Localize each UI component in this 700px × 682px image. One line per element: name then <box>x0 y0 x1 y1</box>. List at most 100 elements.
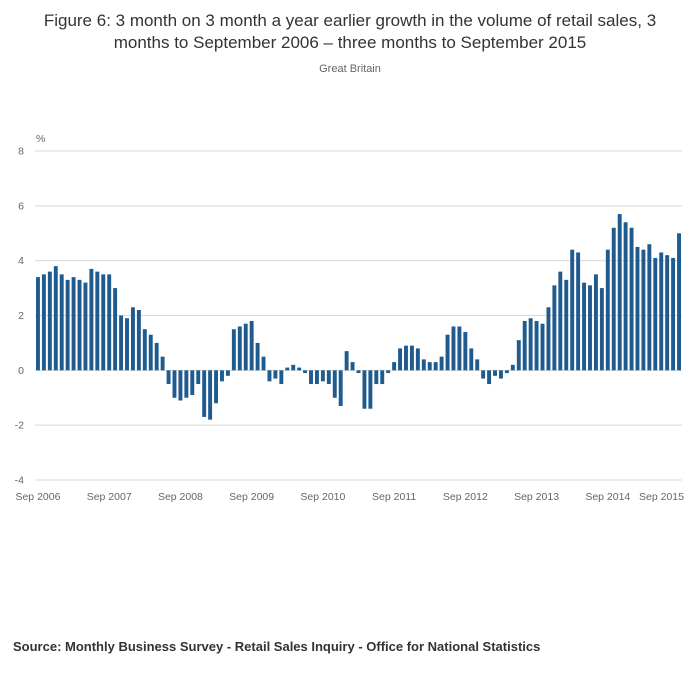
bar <box>130 307 135 371</box>
bar <box>439 356 444 371</box>
bar <box>368 370 373 409</box>
chart-title: Figure 6: 3 month on 3 month a year earl… <box>43 11 657 53</box>
y-tick-label: 2 <box>18 310 24 322</box>
bar <box>320 370 325 382</box>
bar <box>487 370 492 385</box>
bar <box>71 277 76 371</box>
x-tick-label: Sep 2010 <box>300 491 345 503</box>
bar <box>338 370 343 407</box>
bar <box>95 271 100 371</box>
bar <box>303 370 308 374</box>
x-tick-label: Sep 2014 <box>585 491 630 503</box>
bar <box>593 274 598 371</box>
bar <box>516 340 521 371</box>
bar <box>154 343 159 371</box>
bar <box>208 370 213 420</box>
bar <box>184 370 189 398</box>
bar <box>202 370 207 418</box>
bar <box>427 362 432 371</box>
chart-subtitle: Great Britain <box>319 63 381 76</box>
bar <box>653 258 658 371</box>
chart-page: Figure 6: 3 month on 3 month a year earl… <box>0 0 700 655</box>
bar <box>499 370 503 379</box>
bar <box>451 326 456 371</box>
bar <box>190 370 195 396</box>
chart-header: Figure 6: 3 month on 3 month a year earl… <box>0 0 700 75</box>
x-tick-label: Sep 2007 <box>87 491 132 503</box>
bar <box>344 351 349 371</box>
bar <box>83 282 88 371</box>
bar <box>89 269 94 371</box>
bar <box>647 244 652 371</box>
bar <box>617 214 622 371</box>
source-note: Source: Monthly Business Survey - Retail… <box>13 639 541 655</box>
bar <box>623 222 628 371</box>
bar <box>409 345 414 371</box>
bar <box>41 274 46 371</box>
bar <box>528 318 533 371</box>
bar <box>101 274 106 371</box>
x-tick-label: Sep 2011 <box>372 491 416 503</box>
y-axis-unit-label: % <box>36 133 45 145</box>
bar <box>582 282 587 371</box>
bar <box>415 348 420 371</box>
bar <box>214 370 218 404</box>
bar <box>404 345 408 371</box>
bar <box>172 370 177 398</box>
retail-sales-bar-chart: 8 6 4 2 0 -2 -4% Sep 2006 Sep 2007 Sep 2008 Sep 20… <box>15 133 684 503</box>
bar <box>261 356 266 371</box>
bar <box>249 321 254 371</box>
bar <box>148 334 153 371</box>
bar <box>552 285 557 371</box>
bar <box>285 367 290 371</box>
bar <box>659 252 664 371</box>
bar <box>546 307 551 371</box>
bar <box>386 370 391 374</box>
y-tick-label: 6 <box>18 201 24 213</box>
bar <box>136 310 141 371</box>
bar <box>510 365 515 371</box>
bar <box>332 370 337 398</box>
bar <box>469 348 474 371</box>
bar <box>237 326 242 371</box>
bar <box>463 332 468 371</box>
bar <box>362 370 367 409</box>
bar <box>534 321 539 371</box>
bar <box>599 288 604 371</box>
bar <box>641 249 646 371</box>
y-tick-label: -2 <box>15 420 24 432</box>
bar <box>178 370 183 401</box>
bar <box>665 255 670 371</box>
bar <box>160 356 165 371</box>
bar <box>267 370 272 382</box>
bar <box>635 247 640 371</box>
bar <box>255 343 260 371</box>
bar <box>36 277 40 371</box>
bar <box>273 370 278 379</box>
bar <box>297 367 302 371</box>
bar <box>119 315 124 371</box>
bar <box>356 370 361 374</box>
bar <box>77 280 82 371</box>
x-tick-label: Sep 2008 <box>158 491 203 503</box>
x-tick-label: Sep 2015 <box>639 491 684 503</box>
bar <box>445 334 450 371</box>
bar <box>220 370 224 382</box>
bar <box>196 370 201 385</box>
bar <box>279 370 284 385</box>
bar <box>475 359 480 371</box>
bar <box>309 370 313 385</box>
bar <box>540 323 545 371</box>
bar <box>677 233 681 371</box>
bar <box>350 362 355 371</box>
bar <box>392 362 397 371</box>
x-tick-label: Sep 2013 <box>514 491 559 503</box>
bar <box>671 258 676 371</box>
y-tick-label: 4 <box>18 255 24 267</box>
bar <box>65 280 70 371</box>
bar <box>326 370 331 385</box>
bar <box>605 249 610 371</box>
bar <box>433 362 438 371</box>
bar <box>576 252 581 371</box>
bar <box>113 288 118 371</box>
